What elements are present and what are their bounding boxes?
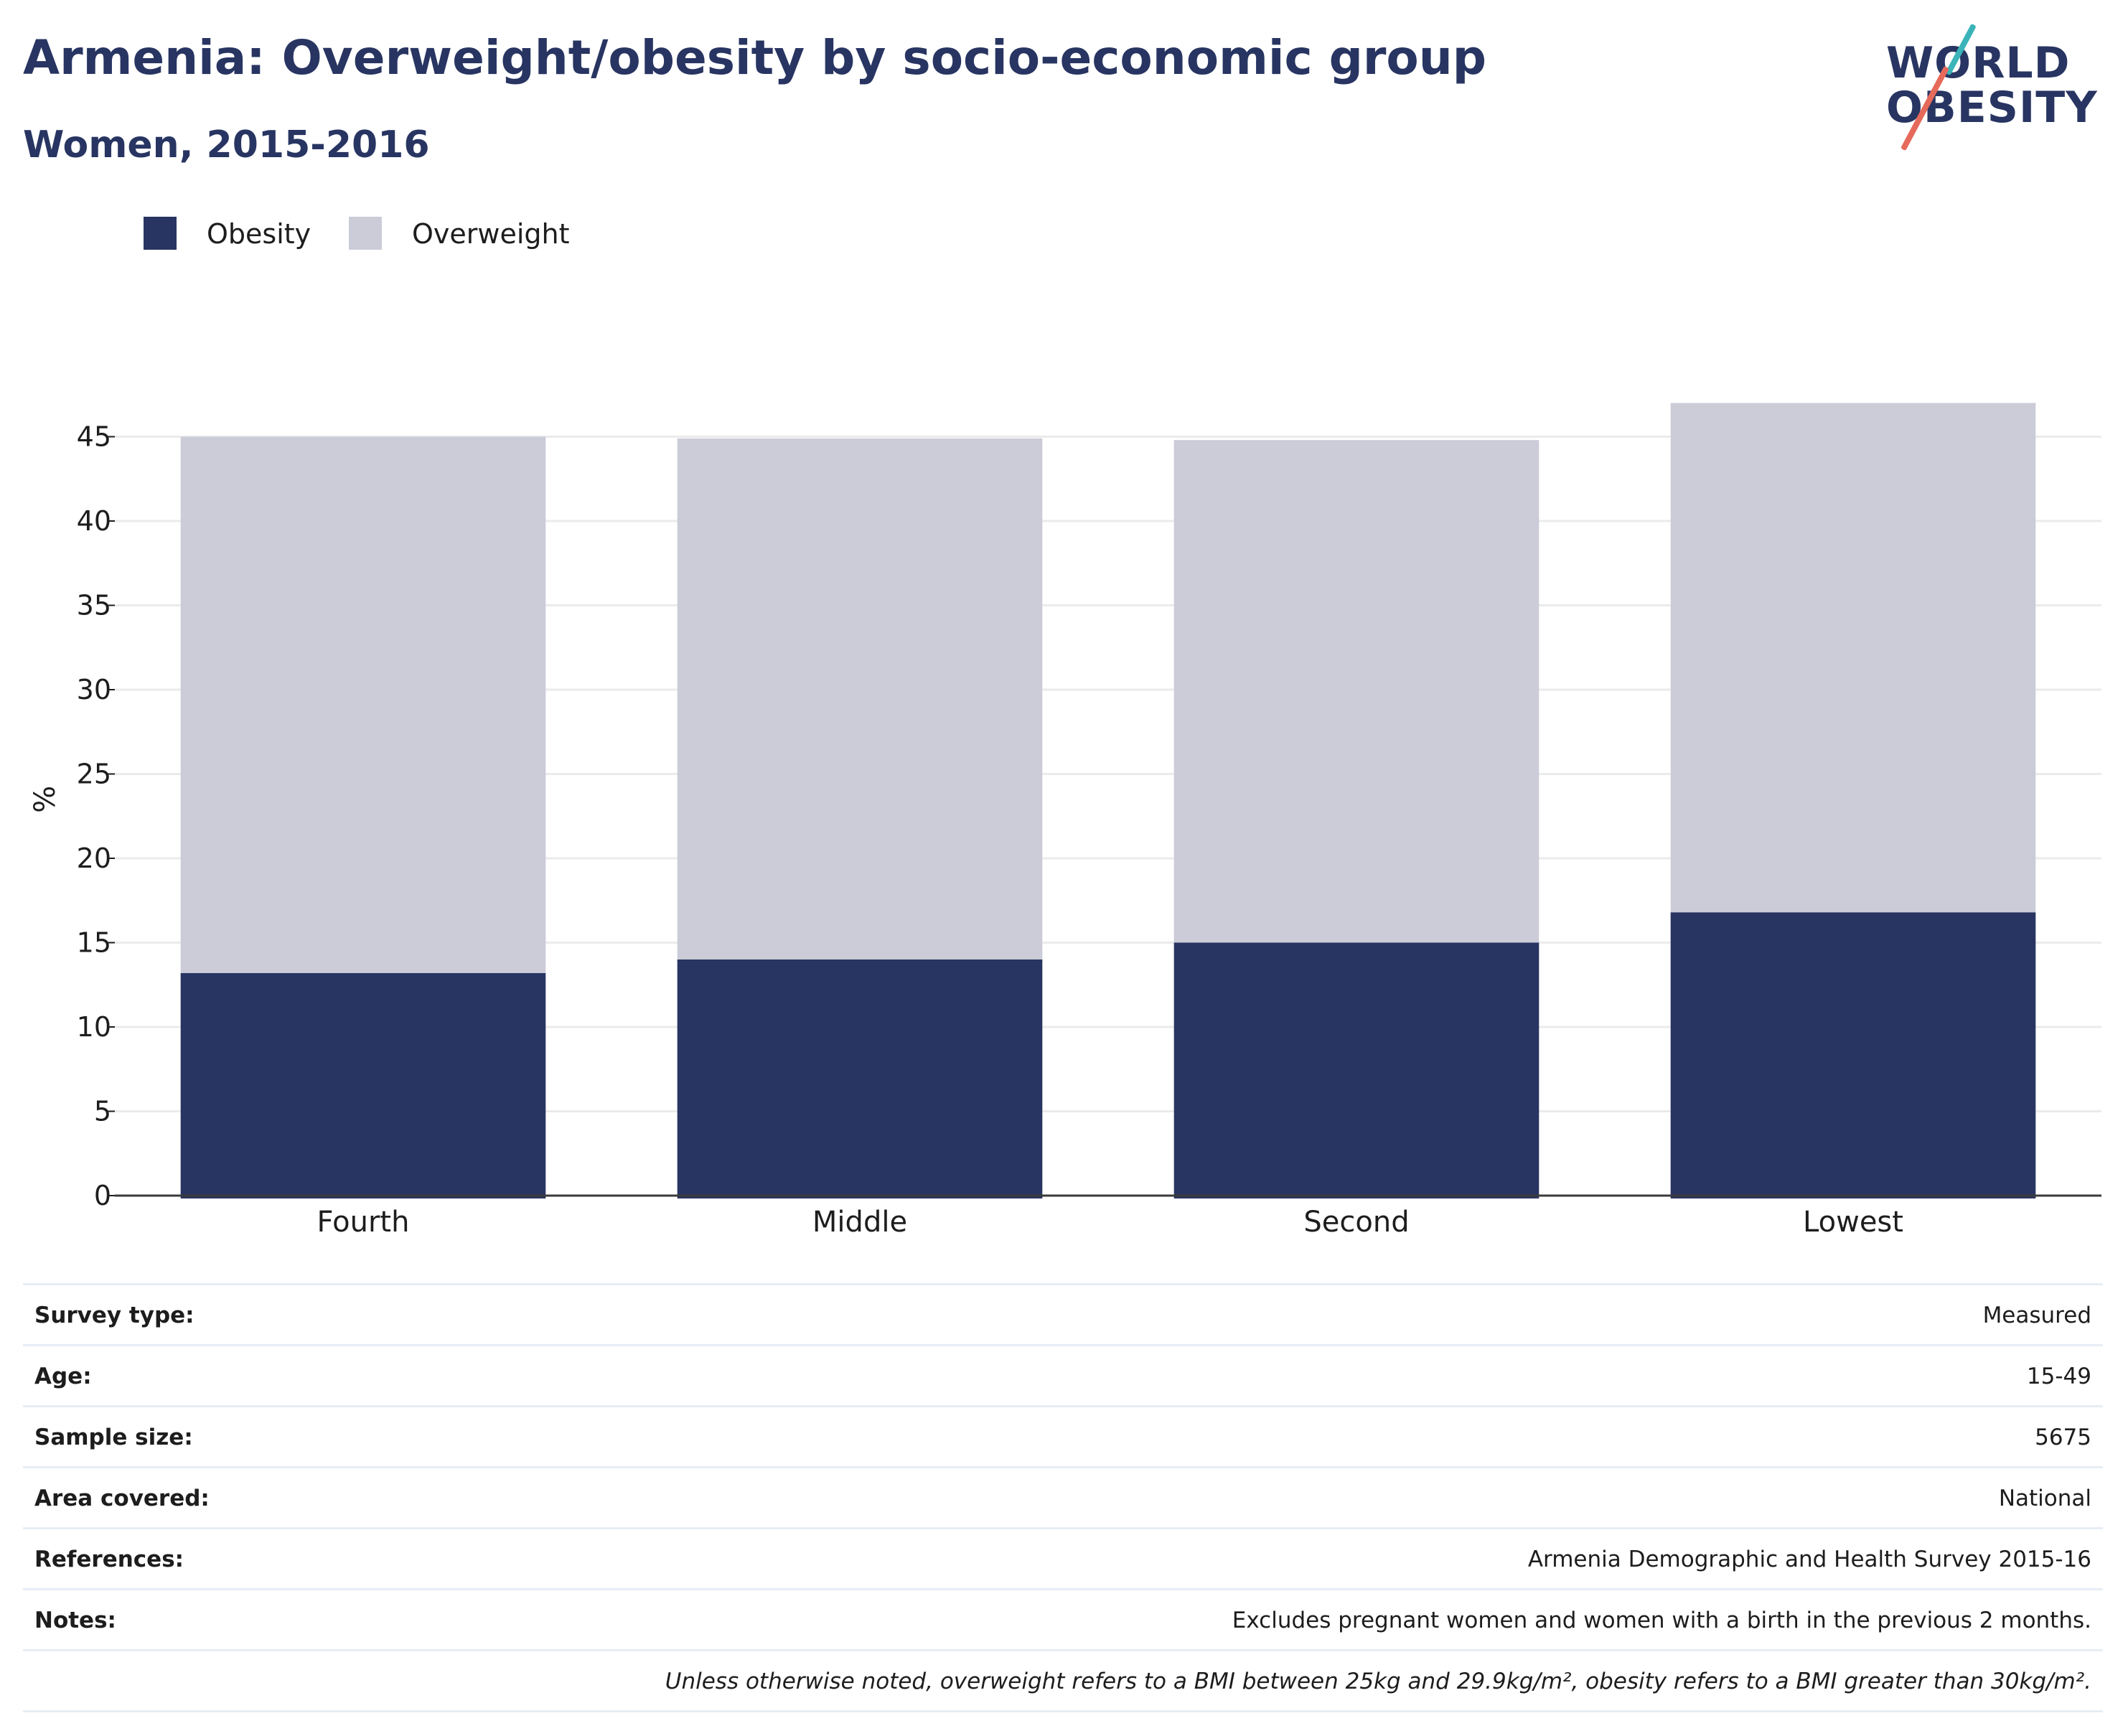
x-tick-label: Middle [812, 1206, 907, 1239]
x-tick-label: Second [1303, 1206, 1409, 1239]
bar-overweight-fourth [180, 436, 546, 973]
bar-overweight-lowest [1670, 403, 2036, 913]
meta-row-area-covered: Area covered: National [23, 1466, 2103, 1527]
y-axis-label: % [29, 786, 62, 813]
meta-value: National [1998, 1486, 2091, 1511]
bar-overweight-middle [677, 438, 1043, 960]
meta-row-survey-type: Survey type: Measured [23, 1283, 2103, 1344]
meta-value: Measured [1982, 1303, 2091, 1328]
legend-swatch-obesity [144, 217, 177, 250]
bar-obesity-second [1173, 942, 1539, 1198]
meta-value: 15-49 [2026, 1364, 2091, 1389]
legend-label-obesity: Obesity [207, 218, 311, 250]
meta-row-references: References: Armenia Demographic and Heal… [23, 1527, 2103, 1588]
x-tick-label: Fourth [317, 1206, 410, 1239]
legend-label-overweight: Overweight [412, 218, 570, 250]
meta-row-footnote: Unless otherwise noted, overweight refer… [23, 1649, 2103, 1712]
meta-key: References: [34, 1547, 184, 1572]
meta-key: Age: [34, 1364, 92, 1389]
meta-value: Armenia Demographic and Health Survey 20… [1527, 1547, 2091, 1572]
meta-key: Survey type: [34, 1303, 195, 1328]
meta-row-age: Age: 15-49 [23, 1344, 2103, 1405]
meta-row-notes: Notes: Excludes pregnant women and women… [23, 1588, 2103, 1649]
meta-key: Notes: [34, 1608, 116, 1633]
bmi-definition-footnote: Unless otherwise noted, overweight refer… [665, 1669, 2091, 1694]
logo-text-line1: WORLD [1886, 38, 2071, 88]
bar-obesity-lowest [1670, 912, 2036, 1198]
y-tick-label: 45 [77, 421, 111, 453]
y-tick-label: 10 [77, 1011, 111, 1043]
meta-key: Sample size: [34, 1425, 193, 1450]
meta-value: Excludes pregnant women and women with a… [1232, 1608, 2091, 1633]
x-tick-label: Lowest [1803, 1206, 1903, 1239]
y-tick-label: 40 [77, 505, 111, 537]
bar-overweight-second [1173, 440, 1539, 943]
world-obesity-logo: WORLD OBESITY [1873, 20, 2110, 151]
meta-value: 5675 [2035, 1425, 2091, 1450]
survey-metadata-table: Survey type: Measured Age: 15-49 Sample … [23, 1283, 2103, 1712]
y-tick-label: 35 [77, 590, 111, 621]
y-tick-label: 20 [77, 843, 111, 874]
bar-obesity-middle [677, 960, 1043, 1198]
legend-swatch-overweight [349, 217, 382, 250]
y-tick-label: 30 [77, 674, 111, 705]
meta-row-sample-size: Sample size: 5675 [23, 1405, 2103, 1466]
chart-title: Armenia: Overweight/obesity by socio-eco… [23, 30, 1486, 85]
bar-obesity-fourth [180, 972, 546, 1198]
chart-subtitle: Women, 2015-2016 [23, 123, 430, 166]
y-tick-label: 25 [77, 759, 111, 790]
meta-key: Area covered: [34, 1486, 210, 1511]
y-tick-label: 15 [77, 927, 111, 959]
